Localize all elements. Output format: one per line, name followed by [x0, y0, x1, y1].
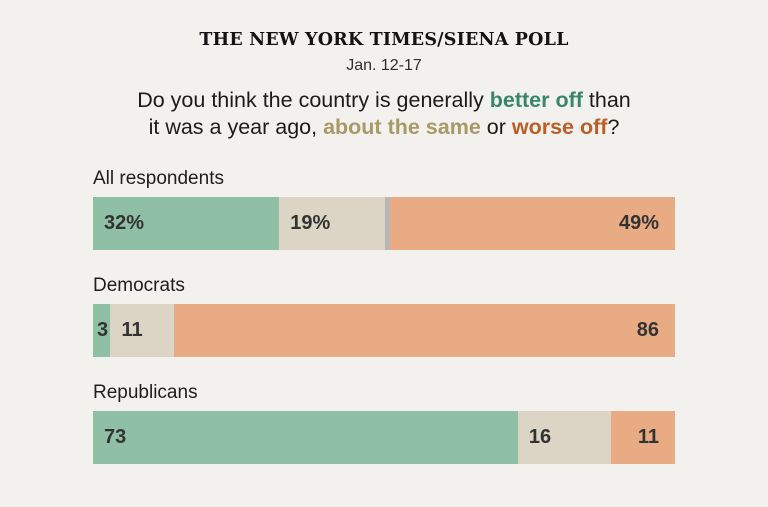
question-text-part: it was a year ago, [148, 115, 324, 139]
stacked-bar: 73 16 11 [93, 411, 675, 464]
bar-segment-about-the-same: 19% [279, 197, 390, 250]
stacked-bar: 32% 19% 49% [93, 197, 675, 250]
bar-segment-worse-off: 49% [389, 197, 675, 250]
value-label: 19% [290, 212, 331, 234]
bar-group-republicans: Republicans 73 16 11 [93, 381, 675, 464]
bar-group-all-respondents: All respondents 32% 19% 49% [93, 167, 675, 250]
value-label: 11 [121, 319, 143, 341]
value-label: 86 [636, 319, 659, 341]
question-text-part: ? [607, 115, 620, 139]
group-label: Democrats [93, 275, 185, 296]
value-label: 16 [528, 426, 552, 448]
value-label: 3 [97, 319, 109, 341]
value-label: 49% [618, 212, 659, 234]
bar-group-democrats: Democrats 3 11 86 [93, 274, 675, 357]
bar-segment-better-off: 73 [93, 411, 518, 464]
majority-divider [384, 197, 390, 250]
question-keyword-better-off: better off [489, 88, 583, 112]
bar-segment-about-the-same: 16 [517, 411, 611, 464]
question-text-part: or [480, 115, 512, 139]
stacked-bar: 3 11 86 [93, 304, 675, 357]
bar-segment-about-the-same: 11 [110, 304, 175, 357]
group-label: Republicans [93, 382, 198, 403]
question-keyword-about-the-same: about the same [323, 115, 481, 139]
value-label: 32% [104, 212, 145, 234]
chart: All respondents 32% 19% 49% Democrats 3 11 86 Re… [93, 167, 675, 464]
poll-source-title: THE NEW YORK TIMES/SIENA POLL [199, 30, 569, 50]
bar-segment-worse-off: 86 [174, 304, 675, 357]
question-keyword-worse-off: worse off [511, 115, 608, 139]
bar-segment-better-off: 3 [93, 304, 111, 357]
bar-segment-better-off: 32% [93, 197, 280, 250]
question-text-part: than [582, 88, 631, 112]
poll-question: Do you think the country is generally be… [40, 87, 728, 141]
poll-dates: Jan. 12-17 [346, 57, 422, 74]
value-label: 73 [104, 426, 127, 448]
question-text-part: Do you think the country is generally [137, 88, 490, 112]
group-label: All respondents [93, 168, 224, 189]
value-label: 11 [637, 426, 659, 448]
bar-segment-worse-off: 11 [610, 411, 675, 464]
